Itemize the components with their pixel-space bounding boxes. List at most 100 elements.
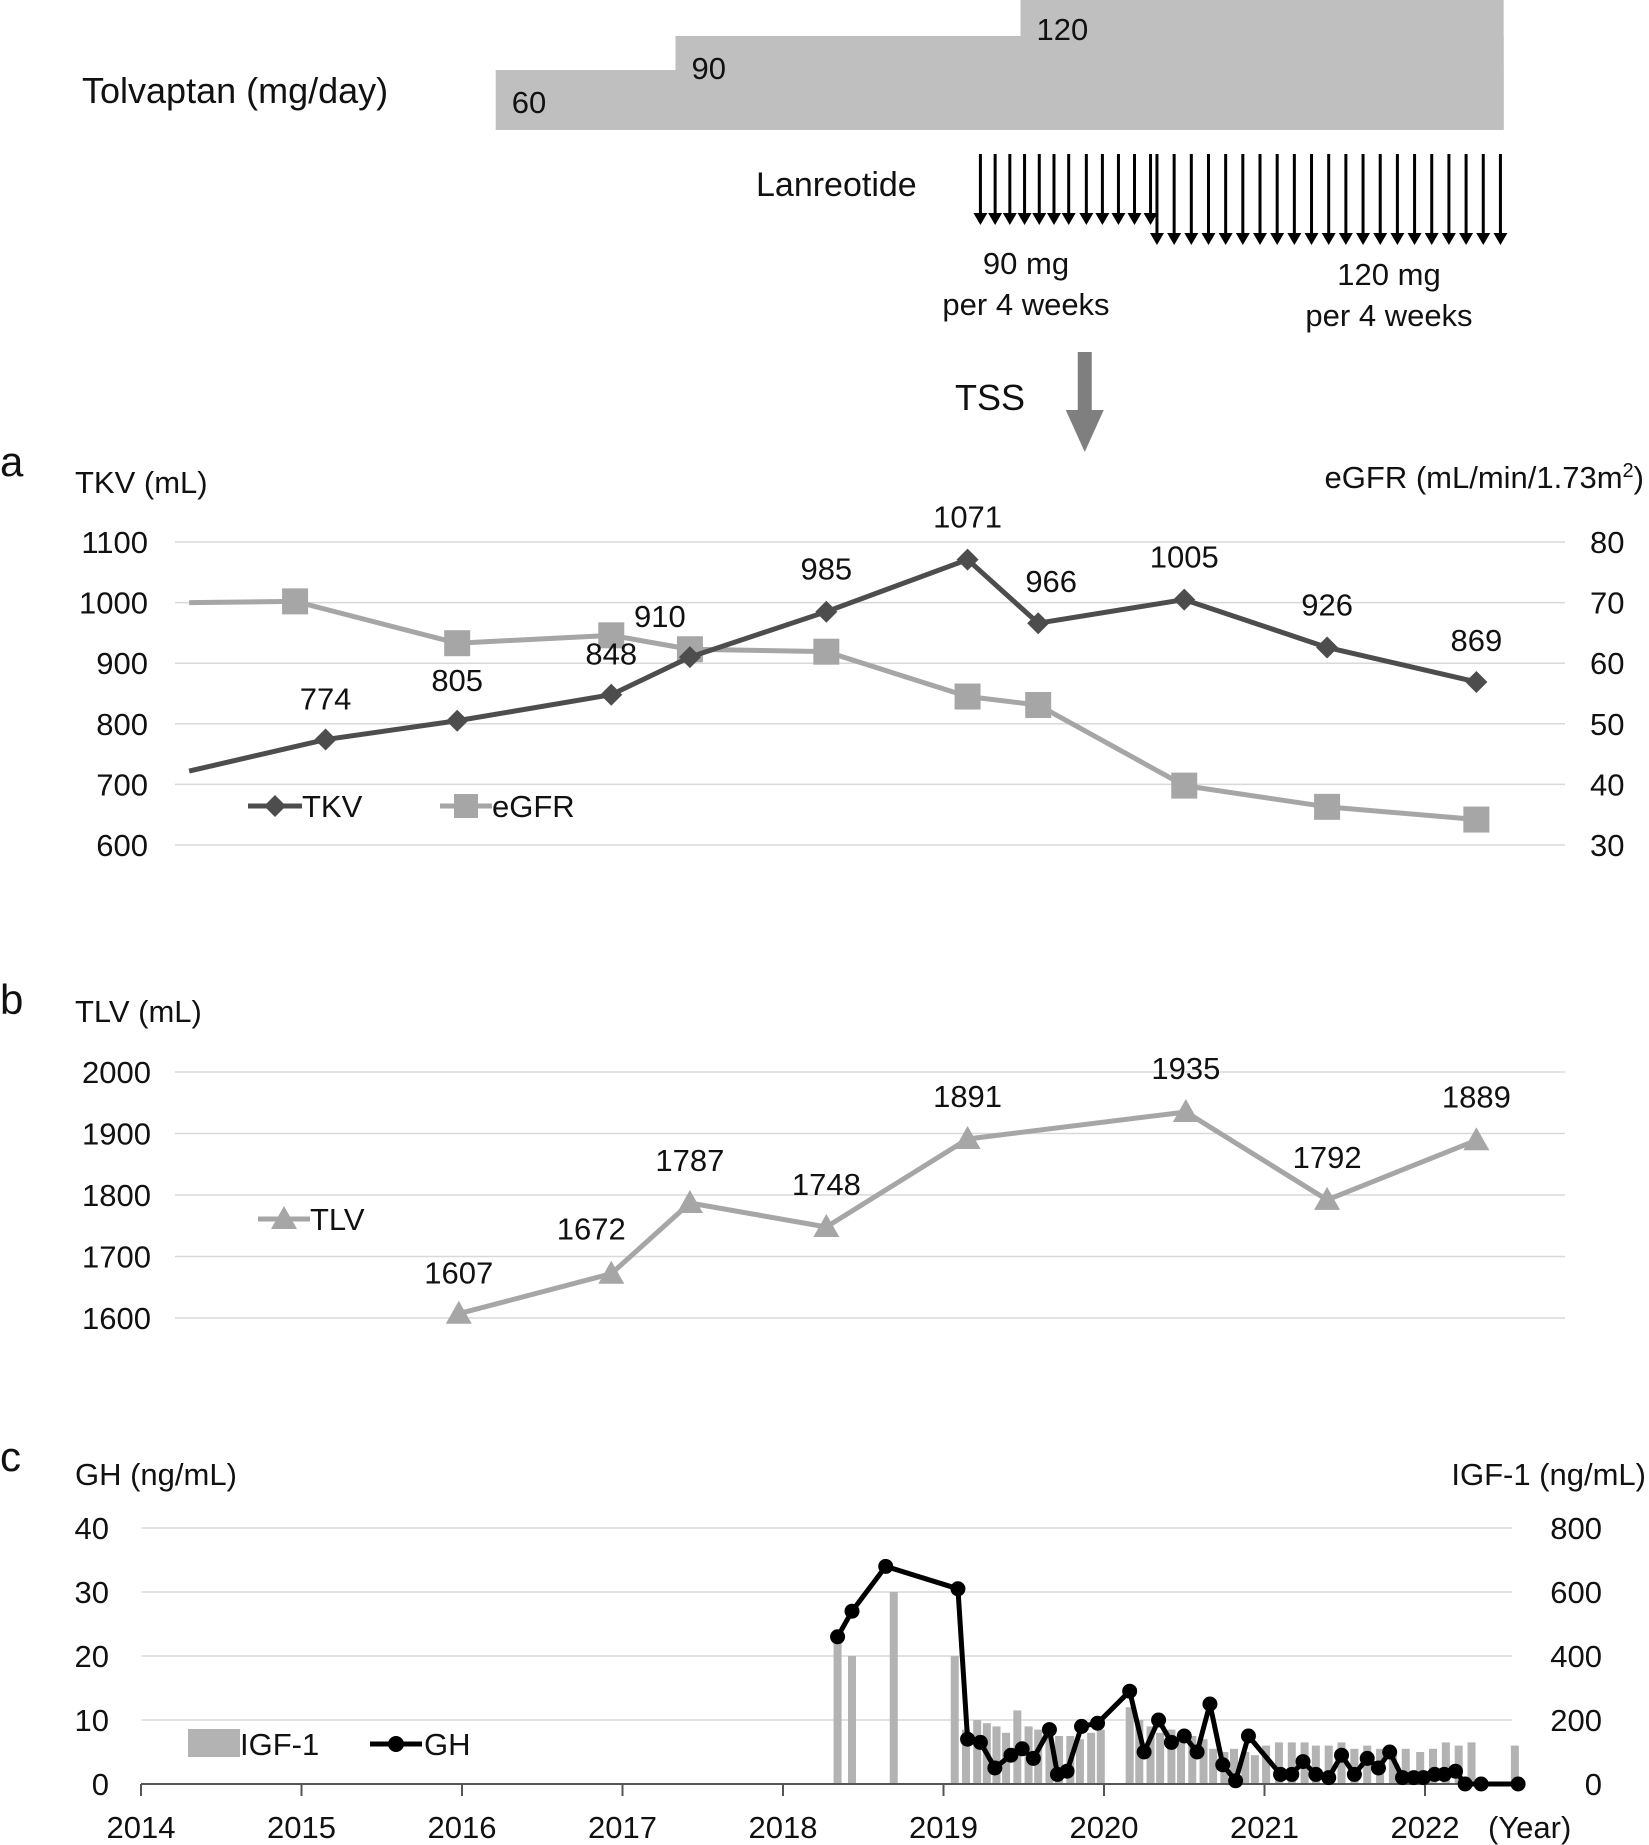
lanreotide-90-arrow xyxy=(1061,154,1076,225)
panel-b-legend: TLV xyxy=(258,1202,365,1237)
lanreotide-120-arrow xyxy=(1407,154,1422,245)
panel-c-gh-point xyxy=(1189,1744,1205,1760)
tss-marker: TSS xyxy=(955,352,1104,452)
panel-c-gh-point xyxy=(1003,1747,1019,1763)
panel-c-gh-point xyxy=(972,1734,988,1750)
panel-a-tkv-data-label: 848 xyxy=(585,637,637,672)
lanreotide-120-arrow xyxy=(1356,154,1371,245)
panel-a-egfr-point xyxy=(444,630,471,657)
panel-c-gh-point xyxy=(1415,1770,1431,1786)
panel-c-x-tick-label: 2016 xyxy=(428,1810,497,1845)
panel-c-igf1-bar xyxy=(1087,1732,1096,1784)
panel-c-gh-point xyxy=(1295,1754,1311,1770)
panel-c-igf1-bar xyxy=(833,1640,842,1784)
legend-tlv-label: TLV xyxy=(310,1202,365,1237)
panel-a-egfr-point xyxy=(1314,793,1341,820)
panel-a-right-axis-title: eGFR (mL/min/1.73m2) xyxy=(1325,460,1644,495)
lanreotide-120-arrow xyxy=(1201,154,1216,245)
panel-c-left-tick: 20 xyxy=(75,1639,109,1674)
panel-c-gh-point xyxy=(1025,1750,1041,1766)
legend-tkv-label: TKV xyxy=(302,789,363,824)
panel-c-gh-point xyxy=(1321,1770,1337,1786)
panel-c-gh-point xyxy=(1202,1696,1218,1712)
lanreotide-120-arrow xyxy=(1149,154,1164,245)
panel-c-igf1-bar xyxy=(1350,1748,1359,1784)
lanreotide-120-arrow xyxy=(1321,154,1336,245)
panel-a-egfr-point xyxy=(598,622,625,649)
panel-a-tkv-data-label: 910 xyxy=(634,599,686,634)
lanreotide-120-arrow xyxy=(1235,154,1250,245)
panel-c-igf1-bar xyxy=(1441,1742,1450,1784)
panel-c-igf1-bar xyxy=(1055,1736,1064,1784)
panel-c-gh-point xyxy=(1122,1683,1138,1699)
lanreotide-120-arrow xyxy=(1184,154,1199,245)
panel-a-egfr-point xyxy=(1463,806,1490,833)
panel-a-tkv-line xyxy=(188,557,1477,774)
panel-b-chart: TLV (mL) 1600 1700 1800 1900 2000 1607 1672 178… xyxy=(75,994,1565,1336)
panel-a-tkv-data-label: 966 xyxy=(1025,564,1077,599)
panel-c-igf1-bar xyxy=(1167,1729,1176,1784)
panel-c-left-tick: 40 xyxy=(75,1511,109,1546)
panel-c-igf1-bar xyxy=(1045,1732,1054,1784)
panel-a-legend: TKV eGFR xyxy=(248,789,575,824)
panel-a-tkv-data-label: 1071 xyxy=(933,500,1002,535)
panel-b-tlv-point xyxy=(1314,1186,1341,1210)
panel-c-gh-point xyxy=(1059,1763,1075,1779)
panel-a-left-tick: 700 xyxy=(96,767,148,802)
tolvaptan-label: Tolvaptan (mg/day) xyxy=(82,70,388,111)
panel-a-right-tick: 30 xyxy=(1590,828,1624,863)
panel-c-igf1-bar xyxy=(1075,1739,1084,1784)
panel-b-tlv-point xyxy=(1463,1127,1490,1151)
panel-b-left-tick: 2000 xyxy=(82,1055,151,1090)
panel-c-left-axis-title: GH (ng/mL) xyxy=(75,1457,237,1492)
panel-b-tlv-data-label: 1935 xyxy=(1151,1051,1220,1086)
panel-a-tkv-data-label: 805 xyxy=(431,663,483,698)
panel-a-tkv-data-label: 926 xyxy=(1301,587,1353,622)
panel-a-tkv-data-label: 985 xyxy=(800,552,852,587)
panel-c-gh-point xyxy=(1395,1770,1411,1786)
panel-b-tlv-point xyxy=(813,1213,840,1237)
panel-c-gh-point xyxy=(878,1558,894,1574)
lanreotide-120-arrow xyxy=(1441,154,1456,245)
panel-c-x-tick-label: 2014 xyxy=(107,1810,176,1845)
lanreotide-120-arrow xyxy=(1218,154,1233,245)
panel-c-right-tick: 200 xyxy=(1550,1703,1602,1738)
panel-a-right-tick: 80 xyxy=(1590,525,1624,560)
panel-b-tlv-data-label: 1889 xyxy=(1442,1079,1511,1114)
panel-c-igf1-bar xyxy=(1230,1748,1239,1784)
legend-egfr-label: eGFR xyxy=(492,789,575,824)
panel-c-left-tick: 0 xyxy=(92,1767,109,1802)
tss-arrow-shaft xyxy=(1077,352,1092,414)
panel-c-gh-point xyxy=(1510,1776,1526,1792)
panel-c-igf1-bar xyxy=(1510,1745,1519,1784)
panel-c-right-tick: 800 xyxy=(1550,1511,1602,1546)
tolvaptan-dose-label-90: 90 xyxy=(691,51,725,86)
panel-c-chart: GH (ng/mL) IGF-1 (ng/mL) (Year) 0 10 20 30 4… xyxy=(75,1457,1646,1845)
panel-c-gh-point xyxy=(1457,1776,1473,1792)
panel-a-letter: a xyxy=(0,438,24,485)
panel-c-gh-point xyxy=(1334,1747,1350,1763)
panel-a-tkv-point xyxy=(1316,636,1339,659)
panel-c-igf1-bar xyxy=(1096,1729,1105,1784)
lanreotide-120-interval: per 4 weeks xyxy=(1305,298,1472,333)
panel-c-x-axis-unit: (Year) xyxy=(1488,1810,1571,1845)
panel-c-right-tick: 0 xyxy=(1585,1767,1602,1802)
panel-c-left-tick: 10 xyxy=(75,1703,109,1738)
panel-c-gh-point xyxy=(1382,1744,1398,1760)
lanreotide-120-upper-arrow xyxy=(1079,154,1094,225)
panel-a-tkv-data-label: 774 xyxy=(300,682,352,717)
panel-c-legend: IGF-1 GH xyxy=(188,1727,471,1762)
panel-c-gh-point xyxy=(1240,1728,1256,1744)
panel-a-egfr-point xyxy=(813,638,840,665)
lanreotide-90-dose: 90 mg xyxy=(983,246,1069,281)
panel-c-x-tick-label: 2020 xyxy=(1070,1810,1139,1845)
panel-b-tlv-data-label: 1748 xyxy=(792,1167,861,1202)
panel-c-gh-point xyxy=(1090,1715,1106,1731)
lanreotide-120-arrow xyxy=(1493,154,1508,245)
panel-a-tkv-point xyxy=(600,683,623,706)
panel-c-igf1-bar xyxy=(992,1726,1001,1784)
lanreotide-90-arrow xyxy=(1046,154,1061,225)
panel-c-gh-point xyxy=(1473,1776,1489,1792)
panel-c-gh-point xyxy=(1308,1766,1324,1782)
